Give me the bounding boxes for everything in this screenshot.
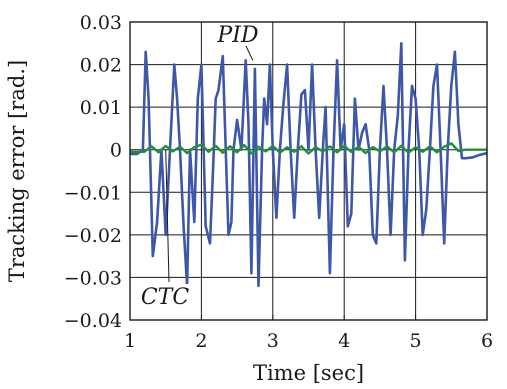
pid-annotation: PID xyxy=(216,23,258,48)
x-tick-label: 6 xyxy=(481,330,493,352)
ctc-annotation-bg xyxy=(133,284,197,310)
pid-leader-line xyxy=(245,45,254,61)
x-tick-label: 4 xyxy=(338,330,350,352)
x-tick-label: 2 xyxy=(195,330,207,352)
plot-frame xyxy=(129,21,488,321)
y-tick-label: −0.02 xyxy=(64,225,122,247)
y-tick-label: 0.01 xyxy=(80,97,122,119)
x-axis-label: Time [sec] xyxy=(253,361,364,385)
x-tick-label: 1 xyxy=(124,330,136,352)
series-layer xyxy=(130,41,488,288)
y-tick-label: 0.02 xyxy=(80,55,122,77)
x-tick-label: 5 xyxy=(410,330,422,352)
x-tick-label: 3 xyxy=(267,330,279,352)
annotations: PID CTC xyxy=(133,23,259,310)
y-tick-label: −0.01 xyxy=(64,182,122,204)
ctc-annotation: CTC xyxy=(141,285,190,310)
y-tick-label: −0.04 xyxy=(64,310,122,332)
ctc-leader-line xyxy=(165,149,170,283)
ticks: 1 2 3 4 5 6 0.03 0.02 0.01 0 −0.01 −0.02 −0.03 −0.04 xyxy=(64,12,493,352)
grid xyxy=(130,22,487,320)
y-axis-label: Tracking error [rad.] xyxy=(5,60,29,282)
y-tick-label: 0 xyxy=(110,140,122,162)
pid-series-line xyxy=(130,41,488,288)
y-tick-label: 0.03 xyxy=(80,12,122,34)
ctc-series-line xyxy=(130,142,487,155)
y-tick-label: −0.03 xyxy=(64,267,122,289)
